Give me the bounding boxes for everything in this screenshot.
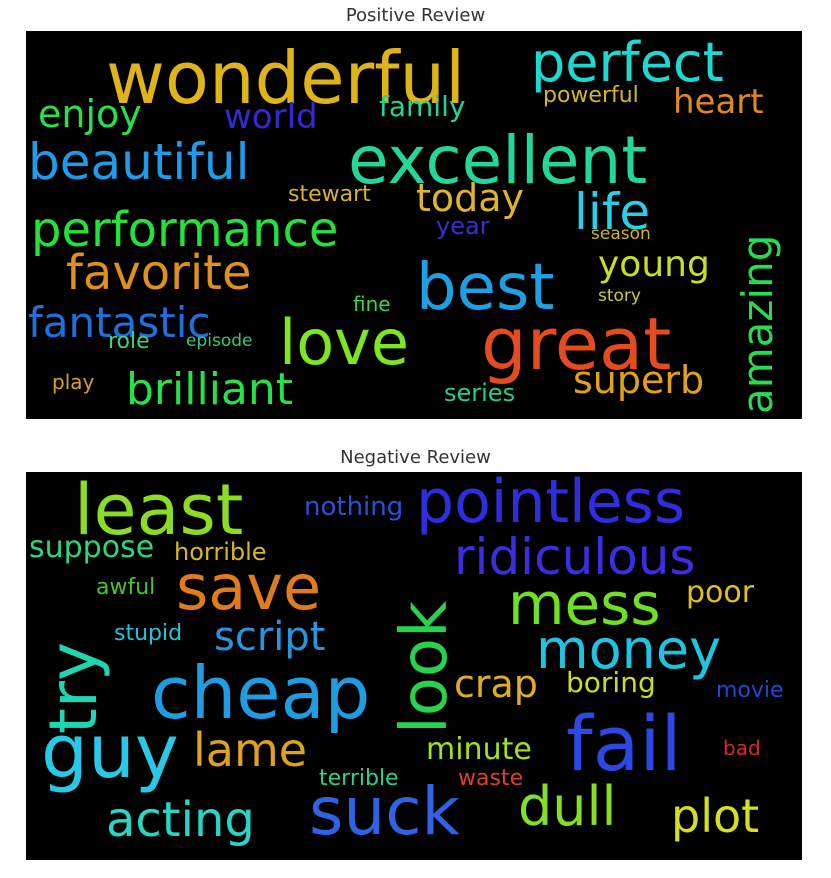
negative-word-plot: plot xyxy=(671,789,759,843)
positive-word-today: today xyxy=(416,176,524,220)
negative-word-horrible: horrible xyxy=(174,538,267,566)
negative-word-crap: crap xyxy=(454,662,538,706)
positive-word-series: series xyxy=(444,379,515,407)
negative-word-lame: lame xyxy=(193,723,307,777)
positive-word-enjoy: enjoy xyxy=(38,92,142,136)
positive-word-great: great xyxy=(481,302,671,386)
positive-word-play: play xyxy=(52,370,95,394)
positive-word-heart: heart xyxy=(673,82,764,122)
positive-word-wonderful: wonderful xyxy=(106,36,465,120)
negative-wordcloud: least pointless nothing ridiculous suppose ho… xyxy=(26,472,802,860)
negative-word-pointless: pointless xyxy=(416,472,685,537)
negative-word-suck: suck xyxy=(309,773,461,850)
negative-word-acting: acting xyxy=(106,792,255,848)
negative-word-stupid: stupid xyxy=(114,621,182,646)
negative-word-dull: dull xyxy=(518,775,617,838)
negative-word-movie: movie xyxy=(716,678,784,703)
negative-word-bad: bad xyxy=(723,736,761,760)
positive-word-family: family xyxy=(379,90,465,123)
negative-word-poor: poor xyxy=(686,575,755,610)
negative-word-minute: minute xyxy=(426,732,532,767)
negative-word-nothing: nothing xyxy=(304,492,403,522)
positive-word-world: world xyxy=(224,97,318,137)
positive-word-stewart: stewart xyxy=(288,182,371,207)
positive-word-season: season xyxy=(591,224,651,244)
negative-word-ridiculous: ridiculous xyxy=(454,528,695,586)
positive-word-fantastic: fantastic xyxy=(28,298,210,347)
positive-word-young: young xyxy=(598,244,710,285)
negative-word-guy: guy xyxy=(41,709,179,795)
positive-word-year: year xyxy=(436,212,490,240)
positive-word-episode: episode xyxy=(186,331,252,351)
positive-word-favorite: favorite xyxy=(66,245,252,301)
negative-word-cheap: cheap xyxy=(151,651,370,735)
positive-word-story: story xyxy=(598,286,641,306)
negative-word-terrible: terrible xyxy=(319,766,399,791)
positive-word-fine: fine xyxy=(353,292,391,316)
negative-word-fail: fail xyxy=(566,699,682,788)
negative-review-title: Negative Review xyxy=(340,447,491,468)
negative-word-look: look xyxy=(388,601,462,734)
positive-word-best: best xyxy=(416,251,554,325)
negative-word-mess: mess xyxy=(508,570,661,638)
positive-word-excellent: excellent xyxy=(348,122,647,199)
positive-word-love: love xyxy=(279,306,409,379)
positive-wordcloud: wonderful excellent perfect best great love be… xyxy=(26,31,802,419)
positive-word-amazing: amazing xyxy=(733,235,782,414)
negative-word-suppose: suppose xyxy=(29,530,154,565)
positive-word-perfect: perfect xyxy=(531,31,724,94)
negative-word-script: script xyxy=(214,614,325,660)
positive-word-superb: superb xyxy=(573,358,704,402)
negative-word-try: try xyxy=(35,642,112,734)
positive-word-role: role xyxy=(108,329,150,354)
positive-word-beautiful: beautiful xyxy=(28,133,250,191)
positive-review-title: Positive Review xyxy=(345,5,486,26)
positive-word-performance: performance xyxy=(31,202,338,258)
positive-word-powerful: powerful xyxy=(543,83,639,108)
negative-word-boring: boring xyxy=(566,666,656,699)
negative-word-waste: waste xyxy=(458,766,523,791)
positive-word-brilliant: brilliant xyxy=(126,364,293,415)
negative-word-awful: awful xyxy=(96,575,155,600)
negative-word-save: save xyxy=(176,551,321,624)
negative-word-least: least xyxy=(74,472,243,551)
positive-word-life: life xyxy=(574,183,650,241)
negative-word-money: money xyxy=(536,618,721,681)
